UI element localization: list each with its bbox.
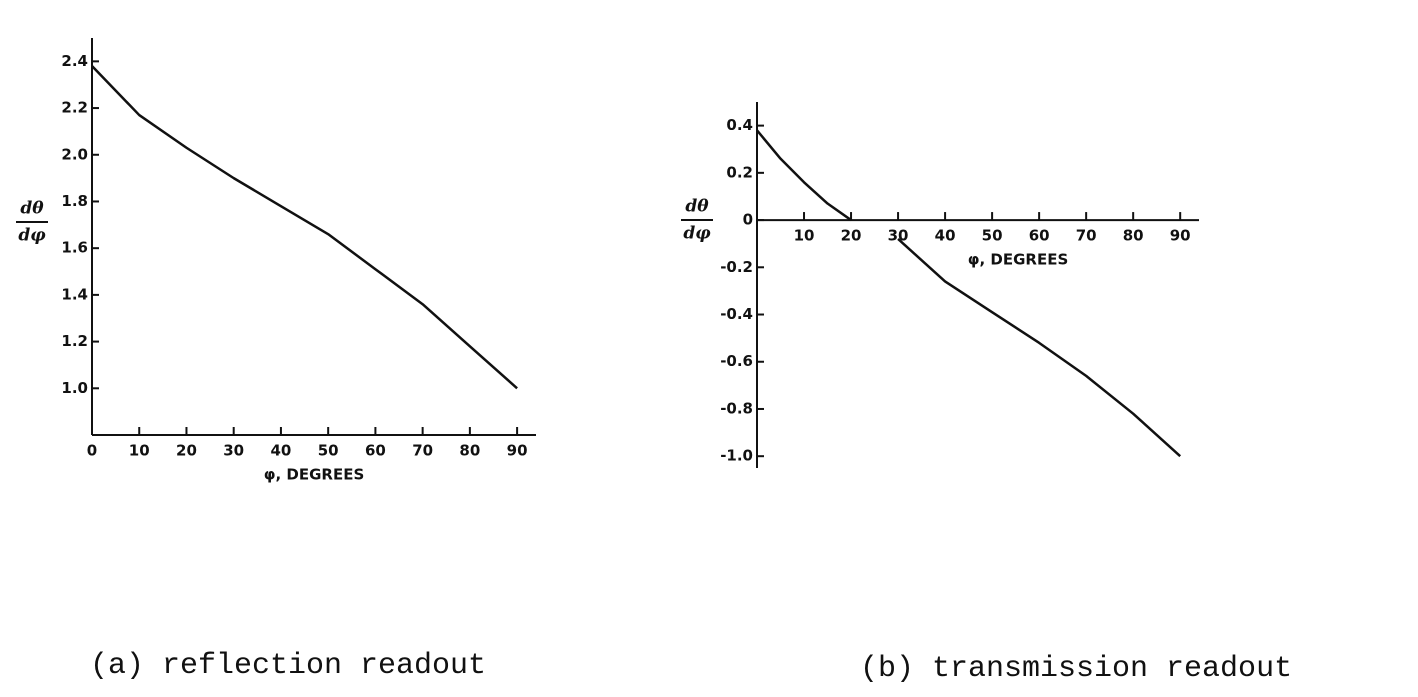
x-tick-label: 0 bbox=[87, 442, 97, 460]
y-tick-label: 2.4 bbox=[61, 52, 88, 70]
y-tick-label: -1.0 bbox=[720, 447, 753, 465]
x-axis-label: φ, DEGREES bbox=[264, 466, 365, 484]
x-axis-label: φ, DEGREES bbox=[968, 251, 1069, 269]
y-tick-label: 1.8 bbox=[61, 192, 88, 210]
y-label-top: dθ bbox=[20, 199, 44, 219]
y-tick-label: 2.2 bbox=[61, 99, 88, 117]
y-label-top: dθ bbox=[685, 197, 709, 217]
x-tick-label: 20 bbox=[176, 442, 197, 460]
y-tick-label: -0.4 bbox=[720, 305, 753, 323]
x-tick-label: 90 bbox=[1170, 227, 1191, 245]
y-tick-label: -0.8 bbox=[720, 399, 753, 417]
x-tick-label: 80 bbox=[459, 442, 480, 460]
y-tick-label: 1.6 bbox=[61, 239, 88, 257]
x-tick-label: 40 bbox=[270, 442, 291, 460]
y-tick-label: 1.2 bbox=[61, 332, 88, 350]
y-tick-label: 0 bbox=[743, 211, 753, 229]
caption: (b) transmission readout bbox=[860, 652, 1292, 686]
x-tick-label: 60 bbox=[1029, 227, 1050, 245]
x-tick-label: 10 bbox=[794, 227, 815, 245]
x-tick-label: 50 bbox=[982, 227, 1003, 245]
y-tick-label: -0.2 bbox=[720, 258, 753, 276]
y-tick-label: -0.6 bbox=[720, 352, 753, 370]
y-tick-label: 1.4 bbox=[61, 285, 88, 303]
data-line bbox=[756, 129, 1182, 458]
y-tick-label: 2.0 bbox=[61, 145, 88, 163]
x-tick-label: 70 bbox=[412, 442, 433, 460]
x-tick-label: 40 bbox=[935, 227, 956, 245]
x-tick-label: 30 bbox=[223, 442, 244, 460]
x-tick-label: 90 bbox=[507, 442, 528, 460]
x-tick-label: 30 bbox=[888, 227, 909, 245]
y-tick-label: 0.2 bbox=[726, 163, 753, 181]
y-tick-label: 1.0 bbox=[61, 379, 88, 397]
x-tick-label: 60 bbox=[365, 442, 386, 460]
y-label-bottom: dφ bbox=[683, 224, 711, 244]
x-tick-label: 20 bbox=[841, 227, 862, 245]
caption: (a) reflection readout bbox=[90, 649, 486, 683]
x-tick-label: 70 bbox=[1076, 227, 1097, 245]
x-tick-label: 10 bbox=[129, 442, 150, 460]
x-tick-label: 80 bbox=[1123, 227, 1144, 245]
y-label-bottom: dφ bbox=[18, 226, 46, 246]
data-line bbox=[91, 65, 518, 390]
y-tick-label: 0.4 bbox=[726, 116, 753, 134]
x-tick-label: 50 bbox=[318, 442, 339, 460]
